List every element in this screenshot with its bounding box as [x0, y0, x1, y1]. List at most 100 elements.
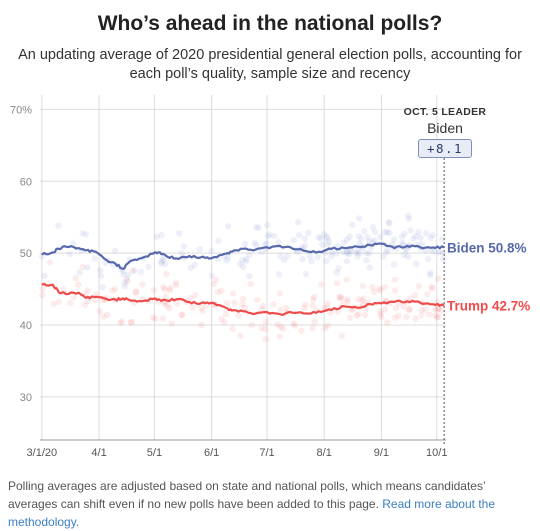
- poll-dot: [75, 281, 82, 288]
- poll-dot: [145, 263, 152, 271]
- poll-dot: [276, 333, 283, 340]
- poll-dot: [344, 249, 351, 256]
- poll-dot: [159, 315, 167, 322]
- poll-dot: [132, 289, 139, 296]
- poll-dot: [215, 237, 222, 245]
- poll-dot: [311, 318, 318, 325]
- poll-dot: [111, 247, 119, 254]
- y-tick-label: 30: [20, 392, 32, 404]
- poll-dot: [302, 271, 310, 278]
- poll-dot: [343, 248, 351, 256]
- poll-dot: [411, 291, 419, 299]
- poll-dot: [284, 252, 291, 260]
- poll-dot: [199, 307, 206, 315]
- poll-dot: [160, 283, 167, 291]
- poll-dot: [253, 242, 260, 249]
- poll-dot: [189, 304, 196, 311]
- poll-dot: [349, 221, 356, 228]
- poll-dot: [305, 229, 312, 237]
- poll-dot: [392, 304, 399, 312]
- poll-dot: [426, 311, 433, 318]
- poll-dot: [429, 231, 436, 239]
- poll-dot: [428, 283, 436, 291]
- poll-dot: [410, 235, 417, 242]
- poll-dot: [117, 319, 124, 326]
- poll-dot: [251, 239, 259, 247]
- poll-dot: [258, 305, 265, 313]
- poll-dot: [99, 283, 106, 291]
- y-tick-label: 60: [20, 176, 32, 188]
- poll-dot: [243, 255, 250, 263]
- poll-dot: [386, 220, 393, 227]
- poll-dot: [403, 313, 410, 321]
- poll-dot: [412, 315, 419, 323]
- poll-dot: [424, 255, 432, 263]
- poll-dot: [132, 288, 140, 295]
- poll-dot: [275, 238, 282, 246]
- poll-dot: [55, 298, 62, 305]
- poll-dot: [301, 235, 309, 243]
- poll-dot: [222, 310, 230, 318]
- poll-dot: [413, 260, 420, 268]
- poll-dot: [225, 223, 232, 230]
- poll-dot: [366, 250, 373, 257]
- poll-dot: [231, 299, 238, 306]
- y-tick-label: 40: [20, 320, 32, 332]
- poll-dot: [276, 290, 283, 297]
- gridlines: [40, 95, 446, 444]
- poll-dot: [377, 233, 384, 241]
- poll-dot: [343, 296, 351, 303]
- poll-dot: [356, 249, 363, 257]
- poll-dot: [127, 319, 135, 326]
- poll-dot: [214, 288, 221, 296]
- poll-dot: [439, 235, 446, 243]
- poll-dot: [192, 292, 199, 299]
- poll-dot: [96, 267, 104, 274]
- poll-dot: [379, 253, 387, 260]
- footer-note: Polling averages are adjusted based on s…: [8, 477, 533, 531]
- poll-dot: [262, 335, 270, 343]
- poll-dot: [391, 276, 399, 284]
- poll-dot: [254, 296, 261, 304]
- poll-dot: [258, 324, 265, 332]
- poll-dot: [391, 287, 399, 294]
- poll-dot: [252, 224, 260, 231]
- poll-dot: [369, 223, 376, 231]
- poll-dot: [299, 255, 306, 263]
- poll-dot: [309, 302, 316, 309]
- poll-dot: [119, 267, 127, 275]
- poll-dot: [318, 281, 325, 288]
- poll-dot: [306, 252, 313, 260]
- poll-dot: [308, 257, 315, 265]
- poll-dot: [290, 320, 297, 327]
- poll-dot: [271, 232, 278, 240]
- poll-dot: [69, 240, 77, 247]
- poll-dot: [229, 325, 236, 332]
- poll-dot: [81, 301, 89, 308]
- poll-dot: [60, 286, 67, 293]
- poll-dot: [166, 287, 173, 294]
- x-tick-label: 10/1: [426, 447, 447, 459]
- poll-dot: [324, 241, 332, 249]
- poll-dot: [361, 228, 368, 235]
- footer-text: Polling averages are adjusted based on s…: [8, 479, 486, 511]
- poll-dot: [407, 227, 414, 234]
- poll-dot: [161, 286, 168, 293]
- poll-dot: [422, 230, 430, 237]
- poll-dot: [335, 265, 342, 272]
- poll-dot: [434, 306, 442, 313]
- poll-dot: [239, 301, 246, 308]
- poll-dot: [309, 296, 317, 303]
- poll-dot: [172, 282, 180, 289]
- poll-dot: [248, 321, 255, 329]
- poll-dot: [97, 272, 105, 280]
- poll-dot: [381, 284, 388, 291]
- poll-dot: [174, 300, 181, 307]
- poll-dot: [325, 238, 332, 245]
- poll-dot: [327, 309, 334, 316]
- poll-dot: [264, 232, 272, 240]
- poll-dot: [418, 241, 426, 248]
- poll-dot: [333, 269, 340, 276]
- poll-dot: [259, 302, 267, 309]
- poll-average-chart: Biden 50.8% Trump 42.7% 30 40 50 60 70% 3/1/20…: [10, 95, 530, 459]
